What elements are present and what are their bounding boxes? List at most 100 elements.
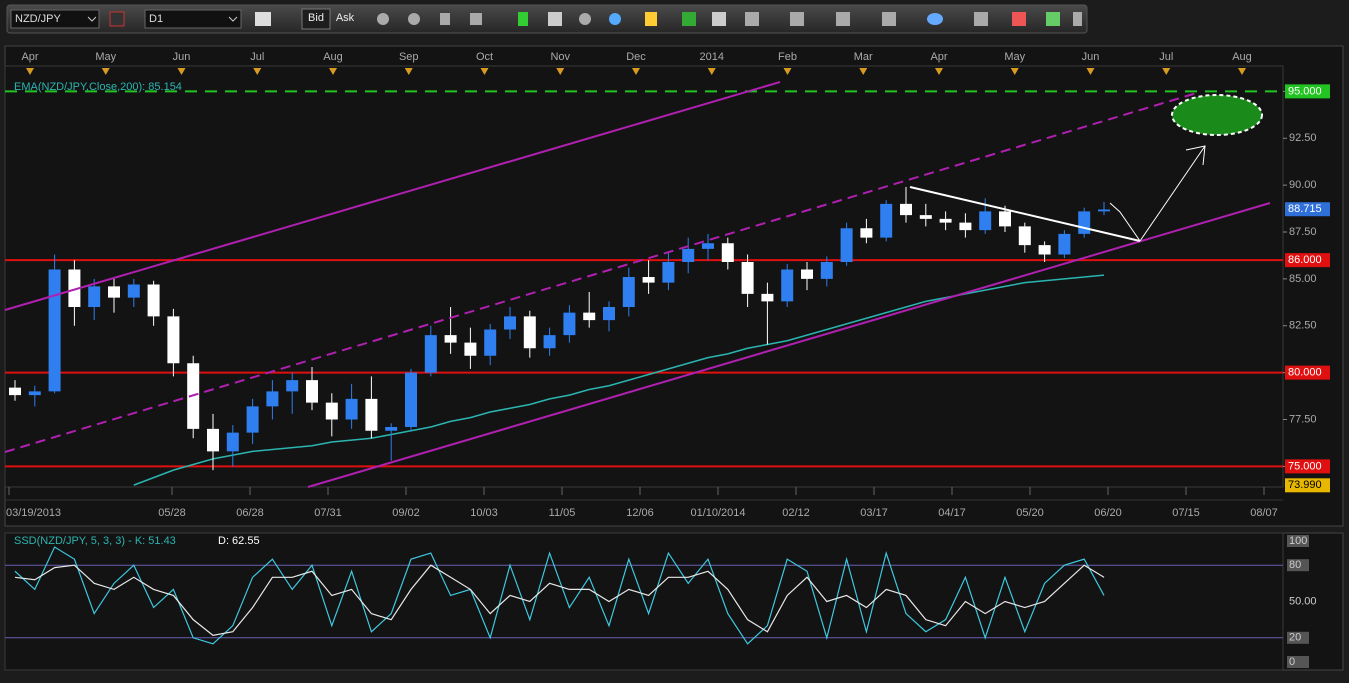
candle-body bbox=[147, 284, 160, 317]
tool-icon[interactable] bbox=[470, 13, 482, 25]
month-label: Jul bbox=[1159, 51, 1173, 63]
y-tick-box bbox=[1287, 535, 1309, 547]
month-label: Apr bbox=[930, 51, 947, 63]
x-tick-label: 03/17 bbox=[860, 507, 888, 519]
h-line-box bbox=[1285, 253, 1330, 268]
candle-body bbox=[1078, 211, 1091, 234]
h-line-box bbox=[1285, 459, 1330, 474]
timeframe-select[interactable] bbox=[144, 9, 242, 29]
tool-icons bbox=[377, 12, 1082, 26]
price-plot bbox=[4, 65, 1284, 488]
tool-icon[interactable] bbox=[408, 13, 420, 25]
y-tick-box bbox=[1287, 631, 1309, 644]
x-tick-label: 11/05 bbox=[549, 507, 576, 519]
candle-body bbox=[88, 286, 101, 307]
candle-body bbox=[662, 262, 675, 283]
projection-arrow bbox=[1139, 145, 1206, 242]
month-marker bbox=[1010, 68, 1019, 75]
candle-body bbox=[484, 329, 497, 356]
symbol-select[interactable] bbox=[10, 9, 100, 29]
tool-icon[interactable] bbox=[548, 12, 562, 26]
tool-icon[interactable] bbox=[440, 13, 450, 25]
candle-body bbox=[900, 203, 912, 216]
month-marker bbox=[101, 68, 110, 75]
candle-body bbox=[266, 391, 279, 407]
month-marker bbox=[480, 68, 489, 75]
trend-line bbox=[909, 186, 1141, 242]
candle-body bbox=[345, 398, 358, 420]
candle-body bbox=[682, 248, 695, 262]
y-tick-label: 92.50 bbox=[1289, 132, 1317, 144]
month-marker bbox=[1086, 68, 1095, 75]
y-tick-label: 82.50 bbox=[1289, 320, 1317, 332]
projection bbox=[1109, 202, 1141, 242]
y-tick-label: 77.50 bbox=[1289, 413, 1317, 425]
tool-icon[interactable] bbox=[927, 13, 943, 25]
h-line-label: 80.000 bbox=[1288, 367, 1322, 379]
tool-icon[interactable] bbox=[682, 12, 696, 26]
low-marker bbox=[1285, 478, 1330, 493]
month-label: Aug bbox=[1232, 51, 1252, 63]
candle-body bbox=[325, 402, 338, 420]
candle-body bbox=[226, 432, 239, 452]
x-tick-label: 12/06 bbox=[626, 507, 654, 519]
tool-icon[interactable] bbox=[974, 12, 988, 26]
h-line-label: 75.000 bbox=[1288, 460, 1322, 472]
y-tick-label: 100 bbox=[1289, 535, 1307, 547]
bid-button[interactable] bbox=[301, 8, 331, 30]
tool-icon[interactable] bbox=[518, 12, 528, 26]
candle-body bbox=[801, 269, 813, 279]
tool-icon[interactable] bbox=[1012, 12, 1026, 26]
tool-icon[interactable] bbox=[712, 12, 726, 26]
tool-icon[interactable] bbox=[609, 13, 621, 25]
candle-body bbox=[603, 307, 615, 321]
candle-body bbox=[622, 277, 635, 307]
month-marker bbox=[404, 68, 413, 75]
candle-body bbox=[464, 342, 477, 356]
dropdown-arrow bbox=[228, 16, 238, 22]
tool-icon[interactable] bbox=[882, 12, 896, 26]
channel-line bbox=[4, 91, 1201, 453]
month-label: Jun bbox=[1082, 51, 1100, 63]
stoch-legend: SSD(NZD/JPY, 5, 3, 3) - K: 51.43 bbox=[14, 535, 176, 547]
month-marker bbox=[859, 68, 868, 75]
x-tick-label: 08/07 bbox=[1250, 507, 1278, 519]
link-icon[interactable] bbox=[109, 11, 125, 27]
h-line-box bbox=[1285, 365, 1330, 380]
candle-body bbox=[286, 380, 299, 392]
x-tick-label: 06/28 bbox=[236, 507, 264, 519]
candle-body bbox=[9, 387, 21, 396]
month-label: Feb bbox=[778, 51, 797, 63]
stoch-line bbox=[14, 564, 1105, 637]
tool-icon[interactable] bbox=[1046, 12, 1060, 26]
tool-icon[interactable] bbox=[579, 13, 591, 25]
tool-icon[interactable] bbox=[836, 12, 850, 26]
candle-body bbox=[48, 269, 61, 392]
candle-body bbox=[444, 335, 457, 343]
candle-body bbox=[721, 243, 734, 262]
candle-body bbox=[880, 203, 893, 238]
month-label: Jul bbox=[250, 51, 264, 63]
tool-icon[interactable] bbox=[645, 12, 657, 26]
candle-body bbox=[702, 243, 714, 249]
h-line-label: 95.000 bbox=[1288, 85, 1322, 97]
month-label: Jun bbox=[173, 51, 191, 63]
ask-label[interactable]: Ask bbox=[336, 12, 355, 24]
candle-body bbox=[424, 335, 437, 373]
candle-body bbox=[741, 262, 754, 294]
h-line-box bbox=[1285, 84, 1330, 99]
x-tick-label: 03/19/2013 bbox=[6, 507, 61, 519]
candle-body bbox=[504, 316, 516, 330]
tool-icon[interactable] bbox=[745, 12, 759, 26]
symbol: NZD/JPY bbox=[15, 13, 62, 25]
candle-body bbox=[583, 312, 596, 321]
tool-icon[interactable] bbox=[790, 12, 804, 26]
x-tick-label: 06/20 bbox=[1094, 507, 1122, 519]
y-tick-label: 85.00 bbox=[1289, 273, 1317, 285]
tool-icon[interactable] bbox=[377, 13, 389, 25]
tool-icon[interactable] bbox=[1073, 12, 1082, 26]
chart-type-icon[interactable] bbox=[255, 12, 271, 26]
candle-body bbox=[820, 262, 833, 279]
candle-body bbox=[919, 215, 932, 219]
